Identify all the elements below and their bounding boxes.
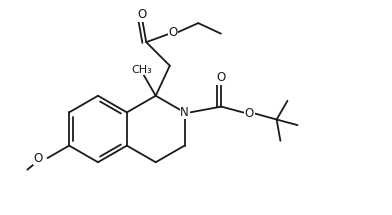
Text: O: O: [168, 26, 178, 39]
Text: CH₃: CH₃: [131, 64, 152, 75]
Text: O: O: [245, 107, 254, 120]
Text: O: O: [216, 71, 225, 84]
Text: N: N: [180, 106, 189, 119]
Text: O: O: [138, 8, 147, 21]
Text: O: O: [34, 152, 43, 164]
